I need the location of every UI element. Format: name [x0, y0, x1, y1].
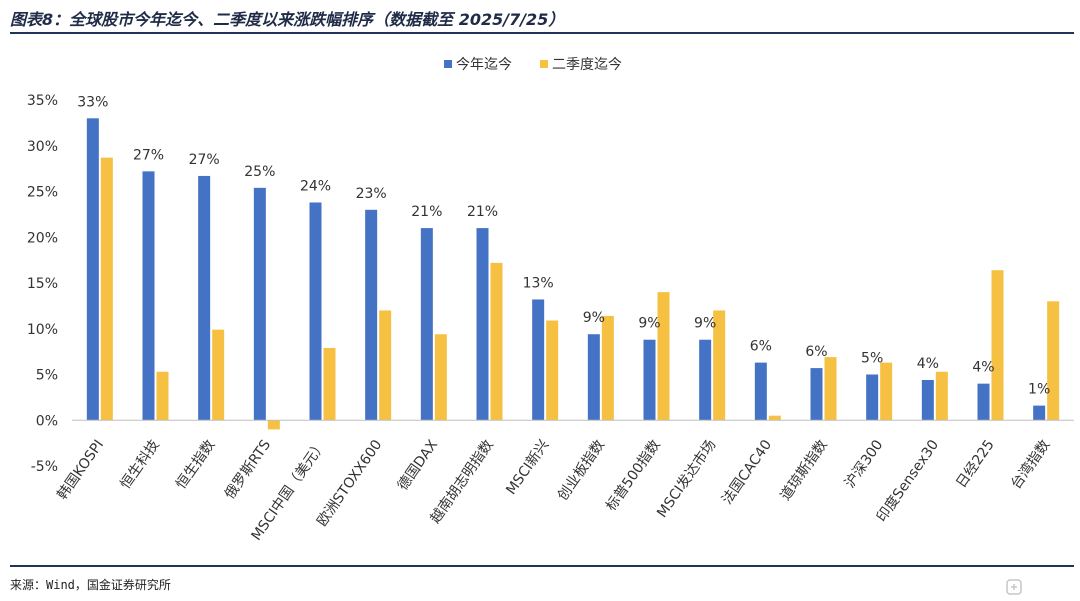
bars — [86, 118, 1060, 430]
x-tick-label: 创业板指数 — [555, 437, 608, 504]
data-labels: 33% 27% 27% 25% 24% 23% 21% 21% 13% 9% 9% 9% 6% 6% 5% 4… — [77, 94, 1050, 397]
bar-ytd-1 — [86, 118, 99, 421]
bar-q2-17 — [991, 270, 1004, 421]
x-tick-label: 台湾指数 — [1007, 437, 1053, 493]
data-label-18: 1% — [1028, 382, 1050, 398]
bar-ytd-12 — [699, 339, 712, 421]
data-label-7: 21% — [411, 204, 442, 220]
bar-ytd-15 — [866, 374, 879, 421]
bar-ytd-7 — [420, 228, 433, 421]
y-tick-label: 5% — [36, 368, 58, 384]
data-label-4: 25% — [244, 164, 275, 180]
title-rule — [10, 32, 1074, 34]
data-label-11: 9% — [638, 316, 660, 332]
bar-ytd-4 — [253, 187, 266, 421]
x-tick-label: 德国DAX — [395, 437, 441, 494]
bar-q2-9 — [546, 320, 559, 421]
x-tick-label: 俄罗斯RTS — [222, 437, 274, 502]
bar-ytd-11 — [643, 339, 656, 421]
legend-label: 今年迄今 — [456, 57, 512, 73]
bar-q2-12 — [713, 310, 726, 421]
bar-q2-1 — [100, 157, 113, 421]
bar-q2-2 — [156, 371, 169, 421]
bar-q2-8 — [490, 262, 503, 421]
bar-chart: 今年迄今 二季度迄今 35% 30% 25% 20% 15% 10% 5% 0% -5% 33% 2… — [27, 57, 1074, 544]
footer-rule — [10, 565, 1074, 567]
data-label-16: 4% — [917, 356, 939, 372]
legend: 今年迄今 二季度迄今 — [444, 57, 622, 73]
x-tick-label: 韩国KOSPI — [54, 437, 107, 503]
bar-q2-6 — [379, 310, 392, 421]
bar-ytd-16 — [921, 379, 934, 421]
data-label-17: 4% — [972, 360, 994, 376]
y-tick-label: 0% — [36, 413, 58, 429]
bar-q2-10 — [601, 315, 614, 421]
bar-ytd-8 — [476, 228, 489, 421]
bar-q2-13 — [768, 415, 781, 421]
bar-ytd-13 — [754, 362, 767, 421]
x-tick-label: 恒生科技 — [118, 437, 163, 492]
bar-q2-7 — [434, 334, 447, 421]
bar-ytd-9 — [532, 299, 545, 421]
y-tick-label: 35% — [27, 93, 58, 109]
y-tick-label: 15% — [27, 276, 58, 292]
legend-swatch — [540, 60, 548, 68]
bar-q2-15 — [880, 362, 893, 421]
data-label-2: 27% — [133, 147, 164, 163]
legend-swatch — [444, 60, 452, 68]
bar-q2-3 — [212, 329, 225, 421]
legend-label: 二季度迄今 — [552, 57, 622, 73]
y-tick-label: 25% — [27, 185, 58, 201]
bar-ytd-17 — [977, 383, 990, 421]
y-tick-label: 20% — [27, 230, 58, 246]
data-label-5: 24% — [300, 178, 331, 194]
x-tick-label: 印度Sensex30 — [874, 437, 942, 525]
x-tick-label: 道琼斯指数 — [778, 437, 831, 504]
y-tick-label: -5% — [31, 459, 58, 475]
data-label-14: 6% — [805, 344, 827, 360]
data-label-6: 23% — [356, 186, 387, 202]
x-tick-label: 标普500指数 — [603, 437, 664, 514]
bar-q2-16 — [935, 371, 948, 421]
bar-q2-18 — [1047, 301, 1060, 421]
y-tick-label: 10% — [27, 322, 58, 338]
data-label-8: 21% — [467, 204, 498, 220]
bar-ytd-6 — [365, 209, 378, 421]
y-axis: 35% 30% 25% 20% 15% 10% 5% 0% -5% — [27, 93, 58, 475]
data-label-9: 13% — [523, 275, 554, 291]
bar-ytd-2 — [142, 171, 155, 421]
source-note: 来源：Wind，国金证券研究所 — [10, 578, 171, 592]
data-label-3: 27% — [189, 152, 220, 168]
data-label-10: 9% — [583, 310, 605, 326]
x-tick-label: 法国CAC40 — [719, 437, 775, 507]
data-label-15: 5% — [861, 351, 883, 367]
x-tick-label: MSCI新兴 — [503, 437, 552, 498]
data-label-13: 6% — [750, 339, 772, 355]
y-tick-label: 30% — [27, 139, 58, 155]
bar-q2-5 — [323, 347, 336, 421]
data-label-12: 9% — [694, 316, 716, 332]
x-tick-label: 日经225 — [953, 437, 998, 491]
watermark-logo — [1006, 577, 1072, 597]
bar-ytd-10 — [587, 334, 600, 421]
data-label-1: 33% — [77, 94, 108, 110]
bar-ytd-5 — [309, 202, 322, 421]
x-tick-label: 恒生指数 — [173, 437, 218, 492]
bar-ytd-3 — [198, 175, 211, 421]
bar-q2-11 — [657, 292, 670, 421]
bar-q2-4 — [267, 420, 280, 430]
bar-q2-14 — [824, 357, 837, 421]
x-tick-label: 沪深300 — [842, 437, 887, 491]
bar-ytd-14 — [810, 368, 823, 421]
watermark-icon — [1006, 579, 1022, 595]
x-tick-label: MSCI发达市场 — [653, 437, 719, 521]
x-axis: 韩国KOSPI 恒生科技 恒生指数 俄罗斯RTSMSCI中国（美元）欧洲STOXX60… — [54, 419, 1074, 544]
legend-item-2: 二季度迄今 — [540, 57, 622, 73]
chart-title: 图表8：全球股市今年迄今、二季度以来涨跌幅排序（数据截至 2025/7/25） — [10, 10, 565, 29]
bar-ytd-18 — [1033, 405, 1046, 421]
legend-item-1: 今年迄今 — [444, 57, 512, 73]
